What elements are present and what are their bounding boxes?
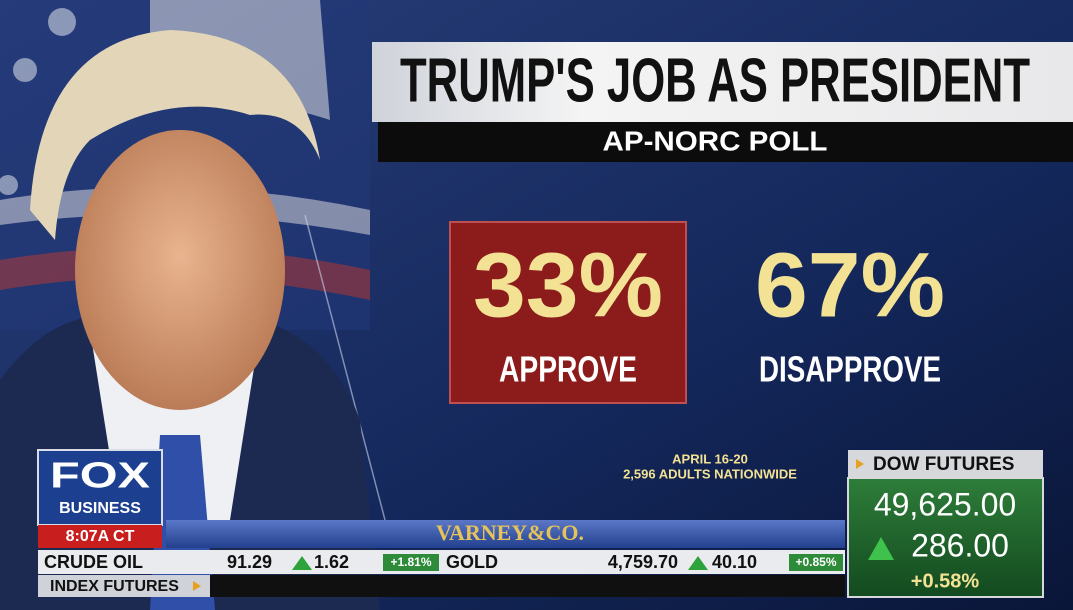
note-sample: 2,596 ADULTS NATIONWIDE — [623, 466, 797, 481]
title-band — [372, 42, 1073, 122]
pct-box — [789, 554, 843, 571]
ticker-price: 91.29 — [227, 552, 272, 572]
section-box — [38, 575, 210, 597]
approve-box — [449, 221, 687, 404]
up-arrow — [688, 556, 708, 570]
approve-label: APPROVE — [499, 349, 637, 390]
approve-value: 33% — [473, 234, 663, 336]
divider — [304, 214, 386, 521]
note-date: APRIL 16-20 — [672, 451, 748, 466]
show-bar — [166, 520, 845, 548]
ticker-change: 1.62 — [314, 552, 349, 572]
subtitle: AP-NORC POLL — [603, 125, 828, 156]
dow-header — [848, 450, 1043, 478]
ticker-change: 40.10 — [712, 552, 757, 572]
logo-box — [37, 449, 163, 526]
time: 8:07A CT — [66, 528, 135, 545]
disapprove-label: DISAPPROVE — [759, 349, 941, 390]
ticker-name: CRUDE OIL — [44, 552, 143, 572]
show: VARNEY&CO. — [436, 520, 584, 545]
ticker-pct: +1.81% — [390, 555, 431, 569]
section: INDEX FUTURES — [50, 578, 179, 595]
dow-body — [847, 477, 1044, 598]
title: TRUMP'S JOB AS PRESIDENT — [400, 46, 1030, 115]
logo: FOX — [50, 455, 150, 496]
section-arrow — [193, 581, 201, 591]
ticker-name: GOLD — [446, 552, 498, 572]
dow-pct: +0.58% — [911, 570, 980, 592]
ticker-row — [38, 550, 845, 574]
dow-value: 49,625.00 — [874, 486, 1016, 522]
section-row — [38, 575, 845, 597]
dow-arrow — [856, 459, 864, 469]
pct-box — [383, 554, 439, 571]
dow-label: DOW FUTURES — [873, 454, 1014, 475]
ticker-price: 4,759.70 — [608, 552, 678, 572]
time-box — [38, 525, 162, 548]
subtitle-band — [378, 122, 1073, 162]
ticker-pct: +0.85% — [795, 555, 836, 569]
dow-change: 286.00 — [911, 527, 1009, 563]
up-arrow — [868, 537, 894, 560]
logo-sub: BUSINESS — [59, 500, 141, 517]
disapprove-value: 67% — [755, 234, 945, 336]
up-arrow — [292, 556, 312, 570]
